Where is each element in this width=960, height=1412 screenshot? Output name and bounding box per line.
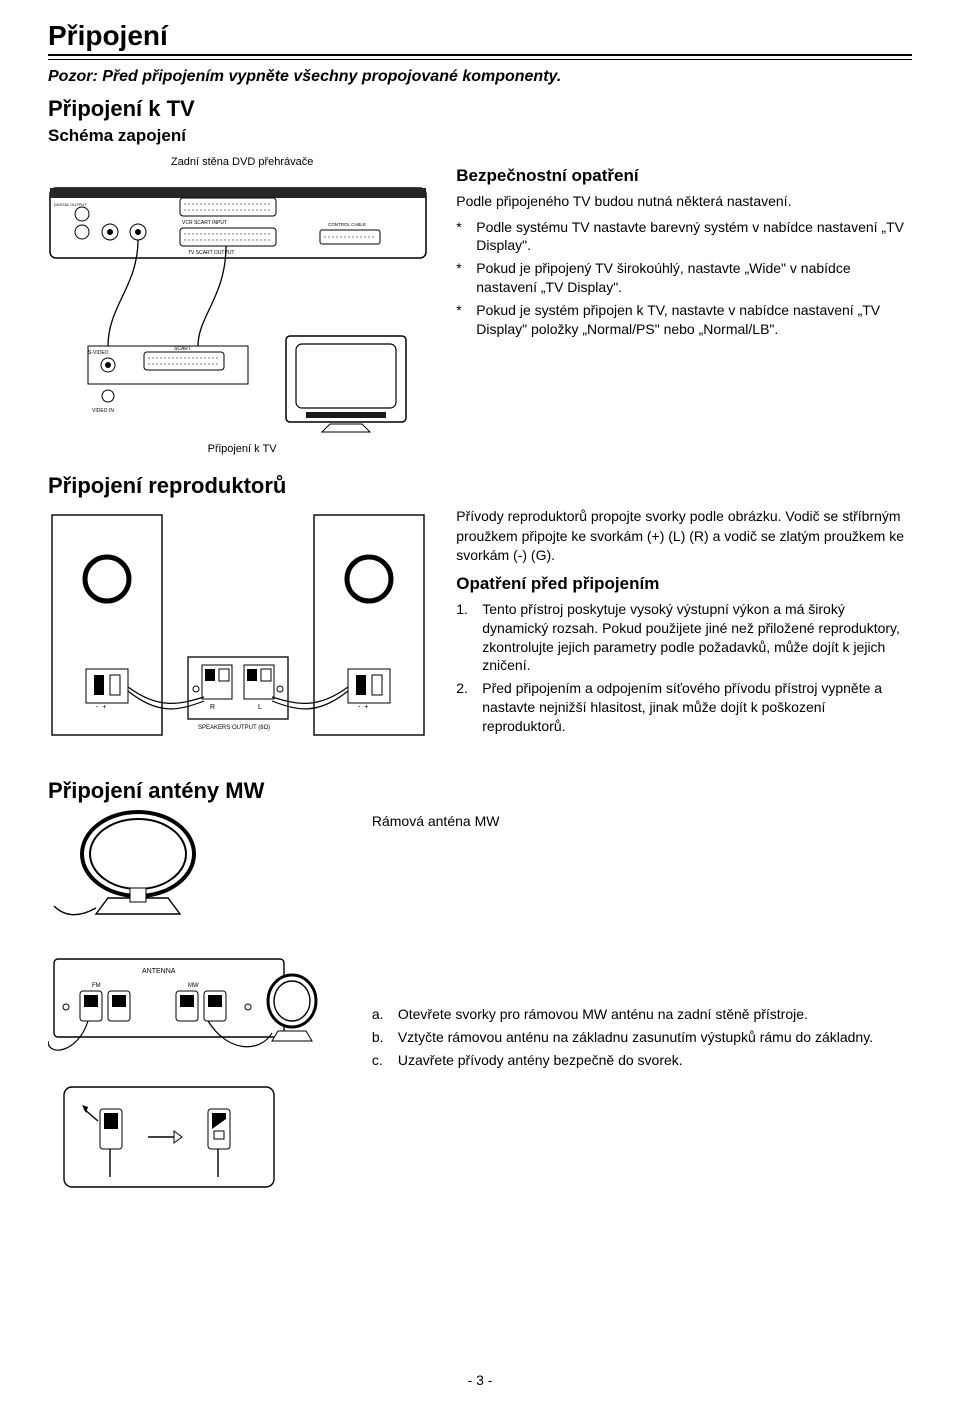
schema-label: Schéma zapojení (48, 126, 912, 146)
page-number: - 3 - (0, 1372, 960, 1388)
tv-scart-label: TV SCART OUTPUT (188, 250, 235, 256)
precaution-text: Před připojením a odpojením síťového pří… (482, 679, 912, 736)
digital-output-label: DIGITAL OUTPUT (54, 202, 87, 207)
tv-icon (286, 336, 406, 432)
speakers-heading: Připojení reproduktorů (48, 473, 912, 499)
title-rule (48, 54, 912, 60)
speakers-diagram: - + - + R L (48, 509, 428, 759)
list-number: 2. (456, 679, 474, 736)
video-in-label: VIDEO IN (92, 408, 114, 414)
bullet-text: Pokud je systém připojen k TV, nastavte … (476, 301, 912, 339)
step-text: Uzavřete přívody antény bezpečně do svor… (398, 1051, 683, 1070)
page-title: Připojení (48, 20, 912, 52)
speakers-precautions: 1.Tento přístroj poskytuje vysoký výstup… (456, 600, 912, 736)
safety-heading: Bezpečnostní opatření (456, 166, 912, 186)
speakers-precaution-heading: Opatření před připojením (456, 574, 912, 594)
control-cable-label: CONTROL CABLE (328, 222, 366, 227)
precaution-text: Tento přístroj poskytuje vysoký výstupní… (482, 600, 912, 676)
scart-socket-top (180, 198, 276, 216)
scart-socket-bottom (180, 228, 276, 246)
svg-text:- +: - + (358, 704, 368, 711)
rear-panel-caption: Zadní stěna DVD přehrávače (48, 156, 436, 168)
antenna-panel-label: ANTENNA (142, 968, 176, 975)
bullet-star: * (456, 301, 468, 339)
section-tv-heading: Připojení k TV (48, 96, 912, 122)
warning-text: Pozor: Před připojením vypněte všechny p… (48, 68, 912, 86)
antenna-heading: Připojení antény MW (48, 778, 912, 804)
svg-text:- +: - + (96, 704, 106, 711)
safety-bullets: *Podle systému TV nastavte barevný systé… (456, 218, 912, 339)
step-label: b. (372, 1028, 390, 1047)
speakers-output-label: SPEAKERS OUTPUT (8Ω) (198, 725, 270, 731)
vcr-scart-label: VCR SCART INPUT (182, 220, 227, 226)
bullet-star: * (456, 259, 468, 297)
channel-r: R (210, 704, 215, 711)
step-label: c. (372, 1051, 390, 1070)
bullet-star: * (456, 218, 468, 256)
mw-label: MW (188, 983, 199, 989)
fm-label: FM (92, 983, 101, 989)
bullet-text: Podle systému TV nastavte barevný systém… (476, 218, 912, 256)
antenna-terminals-diagram: ANTENNA FM MW (48, 953, 328, 1213)
scart-label: SCART (174, 346, 191, 352)
antenna-steps: a. Otevřete svorky pro rámovou MW anténu … (372, 1005, 912, 1070)
list-number: 1. (456, 600, 474, 676)
antenna-loop-label: Rámová anténa MW (372, 812, 912, 832)
step-text: Vztyčte rámovou anténu na základnu zasun… (398, 1028, 873, 1047)
bullet-text: Pokud je připojený TV širokoúhlý, nastav… (476, 259, 912, 297)
tv-caption: Připojení k TV (48, 443, 436, 455)
step-text: Otevřete svorky pro rámovou MW anténu na… (398, 1005, 808, 1024)
mw-loop-antenna-icon (48, 808, 228, 928)
svideo-label: S-VIDEO (88, 350, 109, 356)
rear-panel-diagram: DIGITAL OUTPUT VCR SCART INPUT (48, 176, 428, 436)
speakers-intro: Přívody reproduktorů propojte svorky pod… (456, 507, 912, 566)
channel-l: L (258, 704, 262, 711)
safety-intro: Podle připojeného TV budou nutná některá… (456, 192, 912, 212)
step-label: a. (372, 1005, 390, 1024)
